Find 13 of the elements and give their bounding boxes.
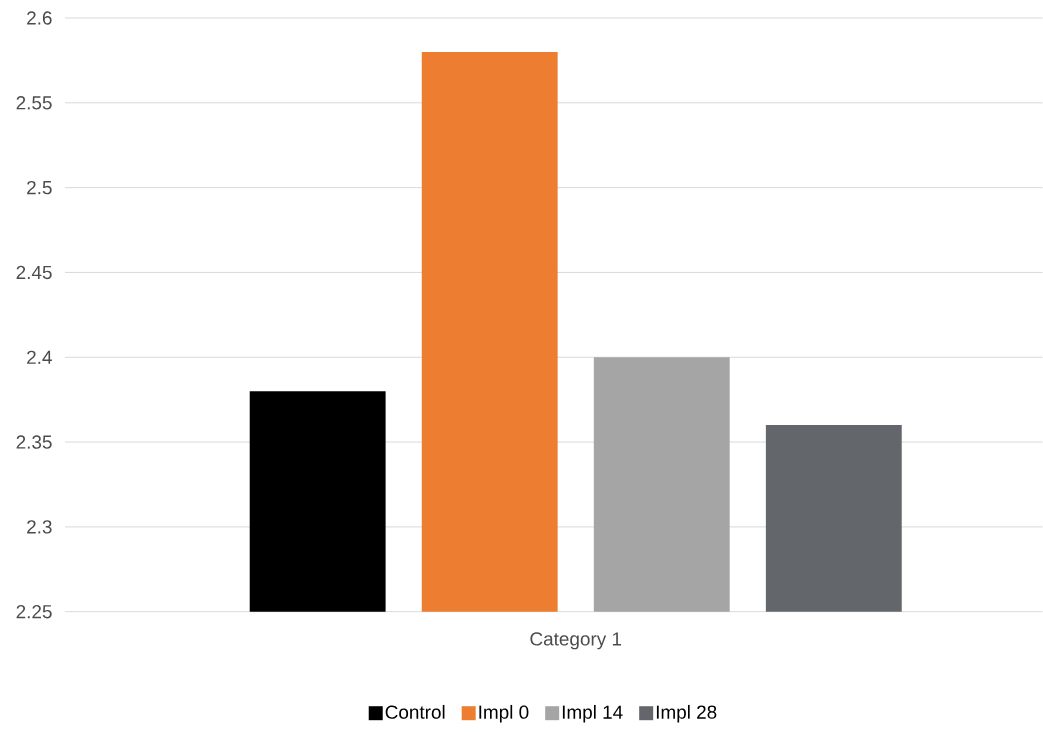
y-tick-label: 2.25 [16, 605, 52, 619]
y-tick-label: 2.6 [27, 11, 52, 25]
legend-label: Impl 0 [479, 705, 529, 723]
y-tick-label: 2.35 [16, 435, 52, 449]
y-tick-label: 2.45 [16, 265, 52, 280]
y-tick-label: 2.5 [27, 181, 52, 195]
x-tick-label: Category 1 [530, 632, 622, 650]
legend-label: Impl 14 [562, 705, 623, 723]
legend-label: Control [385, 705, 445, 720]
y-tick-label: 2.3 [27, 520, 52, 534]
legend-label: Impl 28 [656, 705, 717, 723]
y-tick-label: 2.55 [16, 96, 52, 110]
y-tick-label: 2.4 [27, 350, 52, 365]
